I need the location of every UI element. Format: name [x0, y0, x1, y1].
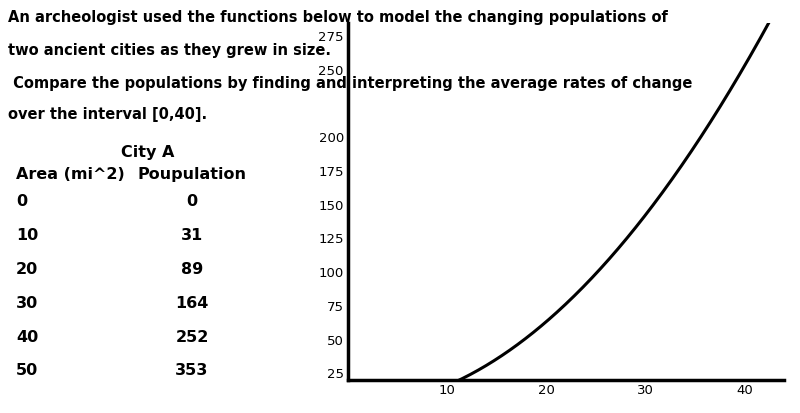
Text: An archeologist used the functions below to model the changing populations of: An archeologist used the functions below…	[8, 10, 668, 25]
Text: two ancient cities as they grew in size.: two ancient cities as they grew in size.	[8, 43, 331, 58]
Text: Compare the populations by finding and interpreting the average rates of change: Compare the populations by finding and i…	[8, 76, 692, 91]
Text: 10: 10	[16, 228, 38, 243]
Text: City A: City A	[122, 145, 174, 159]
Text: 0: 0	[16, 194, 27, 209]
Text: over the interval [0,40].: over the interval [0,40].	[8, 107, 207, 122]
Text: 0: 0	[186, 194, 198, 209]
Text: 40: 40	[16, 330, 38, 344]
Text: 30: 30	[16, 296, 38, 311]
Text: 89: 89	[181, 262, 203, 277]
Text: 164: 164	[175, 296, 209, 311]
Text: Area (mi^2): Area (mi^2)	[16, 167, 125, 182]
Text: 20: 20	[16, 262, 38, 277]
Text: 50: 50	[16, 363, 38, 378]
Text: 31: 31	[181, 228, 203, 243]
Text: 252: 252	[175, 330, 209, 344]
Text: Poupulation: Poupulation	[138, 167, 246, 182]
Text: 353: 353	[175, 363, 209, 378]
